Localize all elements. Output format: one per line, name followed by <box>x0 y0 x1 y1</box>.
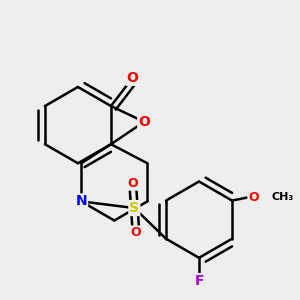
Text: F: F <box>194 274 204 288</box>
Text: N: N <box>76 194 87 208</box>
Text: CH₃: CH₃ <box>272 192 294 202</box>
Text: O: O <box>138 115 150 129</box>
Text: O: O <box>128 177 138 190</box>
Text: O: O <box>248 191 259 204</box>
Text: S: S <box>129 201 139 215</box>
Text: O: O <box>131 226 141 239</box>
Text: O: O <box>127 71 139 85</box>
